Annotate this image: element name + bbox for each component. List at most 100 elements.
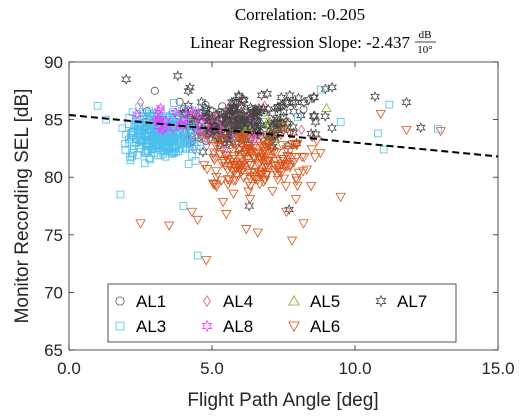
data-point xyxy=(146,140,154,149)
data-point xyxy=(126,156,135,165)
data-point xyxy=(284,129,295,140)
regression-layer xyxy=(68,113,499,158)
data-point xyxy=(160,143,169,152)
data-point xyxy=(176,118,186,131)
data-point xyxy=(288,105,299,118)
data-point xyxy=(209,180,220,190)
y-tick-label: 90 xyxy=(44,53,63,72)
data-point xyxy=(385,100,394,109)
data-point xyxy=(257,135,268,145)
data-point xyxy=(299,153,310,163)
data-point xyxy=(177,120,188,132)
data-point xyxy=(252,121,263,133)
data-point xyxy=(145,136,153,145)
chart-title: Correlation: -0.205 xyxy=(235,5,365,24)
data-point xyxy=(260,140,271,150)
legend-item-al1: AL1 xyxy=(115,292,166,311)
data-point xyxy=(190,144,198,155)
data-point xyxy=(214,150,226,160)
data-point xyxy=(170,107,181,119)
legend-label: AL7 xyxy=(397,292,427,311)
data-point xyxy=(254,180,265,190)
data-point xyxy=(292,181,303,192)
data-point xyxy=(175,97,184,106)
data-point xyxy=(243,187,254,197)
data-point xyxy=(216,121,224,133)
data-point xyxy=(375,109,386,120)
data-point xyxy=(153,105,164,117)
legend-marker xyxy=(203,295,211,307)
data-point xyxy=(197,104,206,113)
data-point xyxy=(298,219,309,229)
data-point xyxy=(218,157,229,167)
data-point xyxy=(284,146,296,156)
data-point xyxy=(239,109,249,121)
data-point xyxy=(228,189,239,200)
data-point xyxy=(305,181,317,192)
data-point xyxy=(288,121,298,133)
data-point xyxy=(229,103,240,115)
data-point xyxy=(254,159,265,169)
data-point xyxy=(102,115,110,124)
legend-marker xyxy=(288,321,300,332)
data-point xyxy=(262,119,273,131)
data-point xyxy=(179,202,188,210)
subtitle-text: Linear Regression Slope: -2.437 xyxy=(190,33,411,52)
data-point xyxy=(216,136,227,146)
data-point xyxy=(233,89,244,101)
y-tick-label: 80 xyxy=(44,168,63,187)
data-point xyxy=(259,109,270,119)
data-point xyxy=(281,162,293,172)
data-point xyxy=(415,122,426,134)
data-point xyxy=(208,148,220,158)
data-point xyxy=(256,89,267,101)
data-point xyxy=(166,143,174,152)
data-point xyxy=(258,177,269,187)
data-point xyxy=(118,124,127,133)
data-point xyxy=(284,163,296,173)
x-tick-label: 15.0 xyxy=(481,359,514,378)
data-point xyxy=(251,148,262,158)
data-point xyxy=(327,122,337,134)
data-point xyxy=(208,154,219,164)
subtitle-unit-denominator: 10° xyxy=(417,44,432,56)
data-point xyxy=(161,152,170,161)
data-point xyxy=(401,96,412,108)
data-point xyxy=(184,160,193,168)
data-point xyxy=(243,115,253,128)
data-point xyxy=(131,108,142,120)
data-point xyxy=(234,136,246,147)
data-point xyxy=(241,155,253,165)
data-point xyxy=(281,207,292,218)
data-point xyxy=(156,151,165,160)
data-point xyxy=(188,143,196,152)
data-point xyxy=(217,108,228,120)
data-point xyxy=(255,154,266,164)
data-point xyxy=(211,173,222,183)
data-point xyxy=(291,176,302,186)
data-point xyxy=(134,112,143,121)
data-point xyxy=(222,130,233,142)
data-point xyxy=(269,166,281,176)
data-point xyxy=(306,145,317,155)
data-point xyxy=(163,221,175,231)
data-point xyxy=(197,137,206,146)
data-point xyxy=(135,219,146,229)
data-point xyxy=(281,160,292,170)
data-point xyxy=(237,134,248,144)
regression-line xyxy=(68,113,499,158)
data-point xyxy=(401,126,412,136)
data-point xyxy=(291,141,302,151)
data-point xyxy=(276,141,288,151)
data-point xyxy=(261,171,272,181)
data-point xyxy=(288,96,298,108)
axes: 0.0 5.0 10.0 15.0 65 70 75 80 85 90 xyxy=(44,53,514,378)
data-point xyxy=(278,174,290,184)
x-tick-label: 10.0 xyxy=(338,359,371,378)
data-point xyxy=(268,160,280,170)
data-point xyxy=(127,129,135,138)
legend-marker xyxy=(115,321,125,331)
data-point xyxy=(116,190,125,199)
data-point xyxy=(247,125,258,138)
data-point xyxy=(121,73,132,85)
